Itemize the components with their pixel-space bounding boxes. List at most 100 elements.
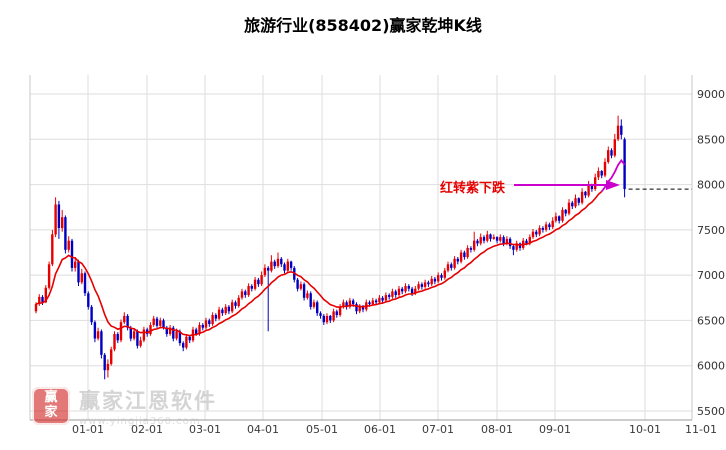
y-tick-label: 6000 bbox=[697, 360, 725, 373]
candle-body bbox=[368, 302, 371, 305]
candle-body bbox=[316, 302, 319, 314]
candle-body bbox=[561, 209, 564, 221]
candle-body bbox=[580, 191, 584, 203]
candle-body bbox=[283, 264, 286, 271]
candle-body bbox=[404, 286, 407, 292]
candle-body bbox=[397, 288, 401, 295]
x-tick-label: 04-01 bbox=[247, 423, 279, 436]
candle-body bbox=[198, 325, 201, 335]
candle-body bbox=[594, 177, 597, 190]
candle-body bbox=[482, 237, 486, 241]
candle-body bbox=[319, 313, 322, 316]
x-tick-label: 02-01 bbox=[131, 423, 163, 436]
candle-body bbox=[64, 217, 67, 250]
candle-body bbox=[571, 202, 574, 207]
x-tick-label: 05-01 bbox=[306, 423, 338, 436]
candle-body bbox=[535, 231, 538, 235]
y-tick-label: 8000 bbox=[697, 179, 725, 192]
candle-body bbox=[234, 302, 237, 306]
candle-body bbox=[139, 340, 142, 346]
candle-body bbox=[188, 336, 191, 341]
watermark: 赢 家 赢家江恩软件 www.yingjia360.com bbox=[32, 385, 217, 427]
candle-body bbox=[469, 248, 473, 250]
y-tick-label: 5500 bbox=[697, 405, 725, 418]
candle-body bbox=[77, 261, 80, 283]
candle-body bbox=[217, 309, 221, 319]
candle-body bbox=[211, 315, 214, 325]
candle-body bbox=[136, 331, 139, 346]
candle-body bbox=[263, 267, 267, 276]
candle-body bbox=[93, 322, 97, 339]
candle-body bbox=[394, 291, 397, 295]
candle-body bbox=[309, 293, 312, 307]
candle-body bbox=[240, 291, 244, 298]
candle-body bbox=[450, 264, 453, 268]
candle-body bbox=[47, 264, 51, 288]
candle-body bbox=[495, 237, 499, 241]
candle-body bbox=[289, 261, 293, 268]
candle-body bbox=[355, 304, 358, 312]
candle-body bbox=[538, 228, 541, 235]
candle-body bbox=[214, 315, 218, 319]
candle-body bbox=[204, 320, 208, 328]
candle-body bbox=[149, 325, 152, 335]
candle-body bbox=[270, 261, 273, 271]
candle-body bbox=[67, 240, 70, 250]
candle-body bbox=[201, 325, 204, 328]
x-tick-label: 09-01 bbox=[539, 423, 571, 436]
candle-body bbox=[280, 258, 283, 265]
page-title: 旅游行业(858402)赢家乾坤K线 bbox=[244, 16, 482, 35]
candle-body bbox=[273, 261, 276, 267]
y-tick-label: 7500 bbox=[697, 224, 725, 237]
candle-body bbox=[182, 343, 185, 348]
candle-body bbox=[126, 315, 129, 328]
candle-body bbox=[459, 252, 463, 262]
candle-body bbox=[446, 264, 450, 271]
x-tick-label: 03-01 bbox=[189, 423, 221, 436]
candle-body bbox=[132, 331, 136, 339]
candle-body bbox=[312, 302, 316, 307]
candle-body bbox=[401, 288, 404, 292]
candle-body bbox=[577, 198, 580, 203]
candle-body bbox=[299, 284, 303, 289]
candle-body bbox=[374, 300, 378, 303]
candle-body bbox=[87, 293, 90, 307]
watermark-text: 赢家江恩软件 www.yingjia360.com bbox=[79, 385, 217, 427]
candle-body bbox=[286, 261, 289, 271]
candle-body bbox=[473, 240, 476, 250]
candle-body bbox=[567, 202, 571, 214]
y-tick-label: 9000 bbox=[697, 88, 725, 101]
candle-body bbox=[407, 286, 410, 289]
candle-body bbox=[338, 306, 342, 315]
candle-body bbox=[587, 184, 590, 196]
candle-body bbox=[325, 315, 329, 323]
candle-body bbox=[463, 252, 466, 257]
candle-body bbox=[172, 327, 175, 339]
candle-body bbox=[502, 237, 505, 244]
candle-body bbox=[476, 240, 479, 244]
candle-body bbox=[512, 246, 515, 250]
y-tick-label: 8500 bbox=[697, 133, 725, 146]
candle-body bbox=[548, 224, 551, 228]
candle-body bbox=[61, 217, 64, 229]
candle-body bbox=[195, 329, 198, 334]
candle-body bbox=[515, 243, 518, 250]
candle-body bbox=[590, 184, 594, 190]
candle-body bbox=[260, 275, 263, 285]
candle-body bbox=[600, 171, 603, 176]
candle-body bbox=[348, 300, 352, 307]
candle-body bbox=[508, 238, 512, 247]
candle-body bbox=[185, 336, 188, 348]
candle-body bbox=[433, 278, 437, 282]
candle-body bbox=[486, 234, 489, 241]
candle-body bbox=[116, 334, 119, 341]
candle-body bbox=[247, 286, 250, 296]
candle-body bbox=[381, 297, 384, 301]
candle-body bbox=[335, 311, 338, 315]
candle-body bbox=[44, 287, 47, 303]
candle-body bbox=[106, 363, 110, 371]
candle-body bbox=[616, 125, 620, 140]
candle-body bbox=[227, 306, 231, 312]
